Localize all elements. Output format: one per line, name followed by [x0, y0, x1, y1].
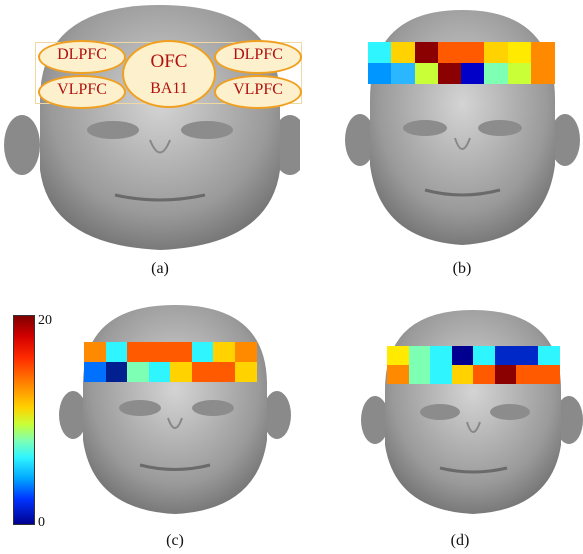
heatmap-cell — [516, 346, 538, 365]
heatmap-cell — [451, 346, 474, 365]
head-illustration-a — [4, 5, 300, 250]
heatmap-cell — [368, 42, 392, 63]
panel-a: DLPFC VLPFC OFC BA11 DLPFC VLPFC (a) — [0, 0, 302, 290]
heatmap-d — [387, 346, 560, 384]
colorbar — [13, 315, 35, 525]
panel-c: (c) — [55, 300, 295, 554]
vlpfc-left-label: VLPFC — [57, 81, 107, 98]
head-illustration-b — [345, 10, 580, 245]
dlpfc-left-label: DLPFC — [57, 46, 107, 63]
heatmap-cell — [530, 42, 555, 63]
heatmap-cell — [170, 362, 192, 382]
colorbar-min-label: 0 — [38, 515, 45, 530]
heatmap-cell — [473, 365, 495, 384]
heatmap-cell — [530, 63, 555, 84]
heatmap-cell — [234, 342, 257, 362]
ofc-region — [122, 40, 216, 108]
heatmap-b — [368, 42, 555, 84]
caption-a: (a) — [151, 260, 169, 277]
head-illustration-c — [59, 305, 291, 514]
heatmap-cell — [430, 365, 452, 384]
caption-d: (d) — [450, 532, 470, 549]
caption-b: (b) — [452, 260, 472, 277]
heatmap-cell — [507, 42, 532, 63]
heatmap-cell — [391, 63, 416, 84]
heatmap-cell — [387, 346, 409, 365]
dlpfc-right-region — [214, 40, 302, 74]
heatmap-cell — [437, 63, 462, 84]
heatmap-cell — [507, 63, 532, 84]
heatmap-cell — [473, 346, 495, 365]
heatmap-cell — [148, 342, 171, 362]
heatmap-cell — [414, 63, 439, 84]
heatmap-cell — [213, 362, 235, 382]
heatmap-cell — [105, 362, 128, 382]
heatmap-cell — [127, 362, 149, 382]
heatmap-cell — [84, 342, 106, 362]
ofc-label: OFC — [150, 51, 188, 72]
heatmap-cell — [213, 342, 235, 362]
heatmap-cell — [391, 42, 416, 63]
head-illustration-d — [361, 310, 583, 514]
heatmap-cell — [127, 342, 149, 362]
vlpfc-right-label: VLPFC — [233, 81, 283, 98]
vlpfc-left-region — [38, 75, 126, 109]
vlpfc-right-region — [214, 75, 302, 109]
heatmap-cell — [516, 365, 538, 384]
panel-d: (d) — [345, 300, 583, 554]
heatmap-cell — [537, 365, 560, 384]
heatmap-cell — [408, 365, 431, 384]
heatmap-cell — [105, 342, 128, 362]
colorbar-max-label: 20 — [38, 313, 52, 328]
heatmap-cell — [191, 362, 214, 382]
heatmap-cell — [461, 63, 485, 84]
heatmap-cell — [430, 346, 452, 365]
heatmap-cell — [451, 365, 474, 384]
panel-b: (b) — [320, 0, 583, 290]
heatmap-cell — [191, 342, 214, 362]
heatmap-c — [84, 342, 257, 382]
caption-c: (c) — [166, 532, 184, 549]
heatmap-cell — [234, 362, 257, 382]
heatmap-cell — [387, 365, 409, 384]
heatmap-cell — [148, 362, 171, 382]
heatmap-cell — [170, 342, 192, 362]
heatmap-cell — [84, 362, 106, 382]
heatmap-cell — [537, 346, 560, 365]
heatmap-cell — [484, 42, 509, 63]
dlpfc-right-label: DLPFC — [233, 46, 283, 63]
heatmap-cell — [437, 42, 462, 63]
heatmap-cell — [461, 42, 485, 63]
heatmap-cell — [494, 365, 517, 384]
dlpfc-left-region — [38, 40, 126, 74]
heatmap-cell — [408, 346, 431, 365]
heatmap-cell — [414, 42, 439, 63]
ba11-label: BA11 — [150, 80, 188, 97]
heatmap-cell — [484, 63, 509, 84]
heatmap-cell — [494, 346, 517, 365]
heatmap-cell — [368, 63, 392, 84]
